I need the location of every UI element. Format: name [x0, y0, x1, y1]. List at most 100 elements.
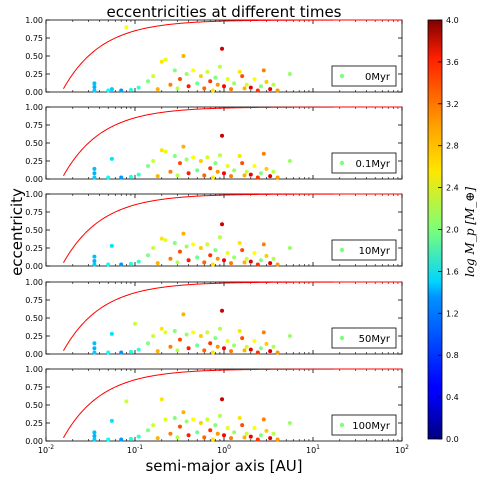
legend-marker [339, 422, 345, 428]
data-point [195, 81, 200, 86]
data-point [195, 255, 200, 260]
data-point [155, 349, 160, 354]
colorbar-label: log M_p [M_⊕] [463, 187, 477, 277]
data-point [215, 256, 220, 261]
data-point [229, 349, 234, 354]
data-point [229, 261, 234, 266]
data-point [210, 437, 215, 442]
data-point [217, 64, 222, 69]
data-point [191, 417, 196, 422]
data-point [151, 423, 156, 428]
data-point [225, 339, 230, 344]
data-point [106, 88, 111, 93]
data-point [264, 341, 269, 346]
data-point [184, 332, 189, 337]
data-point [255, 262, 260, 267]
data-point [146, 428, 151, 433]
data-point [217, 153, 222, 158]
data-point [177, 424, 182, 429]
data-point [136, 259, 141, 264]
data-point [232, 81, 237, 86]
data-point [213, 423, 218, 428]
data-point [184, 72, 189, 76]
data-point [172, 68, 177, 73]
colorbar-ticks: 0.0 0.4 0.8 1.2 1.6 2.0 2.4 2.8 3.2 3.6 4.0 [438, 16, 459, 444]
colorbar-tick-label: 3.6 [446, 58, 459, 67]
panel-4: 0.00 0.25 0.50 0.75 1.00 100Myr 10-2 10-1 100 101… [25, 365, 409, 455]
data-point [255, 350, 260, 355]
legend-label: 50Myr [359, 334, 391, 345]
data-point [242, 435, 247, 440]
data-point [151, 246, 156, 250]
data-point [242, 348, 247, 353]
data-point [177, 161, 182, 166]
data-point [271, 169, 276, 174]
data-point [217, 235, 222, 240]
data-point [128, 174, 133, 179]
data-point [217, 326, 222, 331]
data-point [159, 397, 164, 402]
data-point [92, 430, 97, 435]
y-tick-label: 0.25 [25, 332, 43, 341]
y-tick-label: 1.00 [25, 190, 43, 199]
data-point [248, 172, 253, 177]
data-point [163, 238, 168, 243]
data-point [186, 433, 191, 438]
x-tick-label: 10-1 [127, 444, 143, 455]
data-point [252, 251, 257, 256]
data-point [208, 428, 213, 433]
data-point [106, 262, 111, 267]
data-point [92, 81, 97, 86]
data-point [271, 344, 276, 349]
data-point [271, 431, 276, 436]
data-point [181, 231, 186, 236]
colorbar-tick-label: 3.2 [446, 100, 459, 109]
data-point [92, 258, 97, 263]
data-point [168, 169, 173, 174]
data-point [220, 222, 225, 227]
data-point [191, 68, 196, 73]
y-tick-label: 1.00 [25, 16, 43, 25]
data-point [186, 258, 191, 263]
data-point [240, 74, 245, 79]
data-point [92, 346, 97, 351]
data-point [155, 261, 160, 266]
y-tick-label: 0.75 [25, 296, 43, 305]
data-point [287, 246, 292, 250]
data-point [213, 161, 218, 166]
data-point [136, 347, 141, 352]
data-point [181, 312, 186, 317]
colorbar-tick-label: 0.0 [446, 435, 459, 444]
data-point [175, 348, 180, 353]
data-point [244, 344, 249, 349]
y-tick-label: 0.00 [25, 350, 43, 359]
data-point [163, 57, 168, 62]
data-point [184, 419, 189, 424]
legend-label: 0Myr [365, 72, 391, 83]
legend-box [331, 414, 397, 436]
y-tick-label: 0.25 [25, 419, 43, 428]
y-tick-label: 0.00 [25, 437, 43, 446]
data-point [109, 87, 114, 92]
data-point [220, 397, 225, 402]
data-point [136, 172, 141, 177]
data-point [159, 148, 164, 153]
data-point [210, 88, 215, 93]
data-point [261, 330, 266, 335]
data-point [109, 331, 114, 336]
data-point [222, 171, 226, 176]
data-point [198, 159, 203, 163]
data-point [232, 343, 237, 348]
y-axis-label: eccentricity [8, 188, 26, 276]
data-point [240, 248, 245, 253]
data-point [252, 164, 257, 169]
y-tick-label: 0.50 [25, 401, 43, 410]
data-point [210, 175, 215, 180]
legend-box [331, 239, 397, 261]
data-point [229, 436, 234, 441]
data-point [258, 84, 263, 89]
x-tick-label: 101 [306, 444, 320, 455]
data-point [213, 336, 218, 341]
data-point [268, 87, 273, 92]
data-point [119, 437, 124, 442]
